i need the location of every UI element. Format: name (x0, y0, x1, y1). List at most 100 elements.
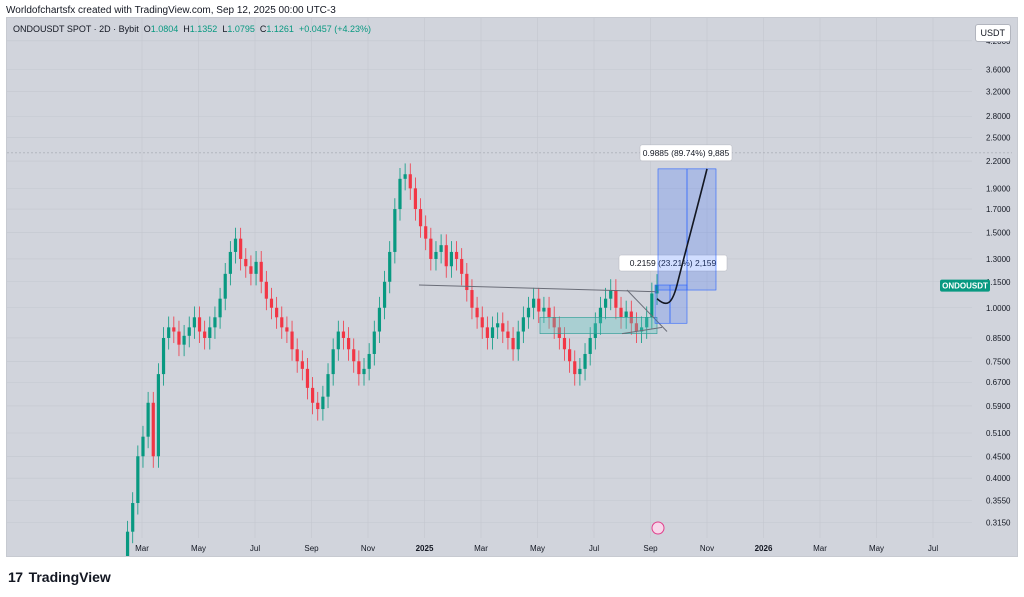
y-tick-label: 0.6700 (986, 378, 1011, 387)
low-value: 1.0795 (227, 24, 255, 34)
candle-body (367, 353, 371, 369)
y-tick-label: 2.5000 (986, 133, 1011, 142)
candle-body (429, 238, 433, 259)
candle-body (578, 368, 582, 375)
x-tick-label: Jul (589, 544, 599, 553)
candle-body (619, 307, 623, 318)
candle-body (331, 349, 335, 375)
candle-body (634, 323, 639, 332)
candle-body (352, 349, 356, 362)
y-tick-label: 3.6000 (986, 66, 1011, 75)
event-icon (651, 521, 665, 535)
change-value: +0.0457 (+4.23%) (298, 24, 371, 34)
candle-body (141, 436, 145, 457)
candle-body (480, 317, 484, 328)
candle-body (136, 456, 140, 504)
candle-body (439, 245, 443, 252)
candle-body (398, 178, 402, 210)
candle-body (639, 327, 644, 332)
candle-body (295, 349, 299, 362)
x-tick-label: Mar (474, 544, 488, 553)
y-tick-label: 2.8000 (986, 112, 1011, 121)
candle-body (624, 311, 628, 318)
candle-body (470, 290, 474, 308)
currency-badge[interactable]: USDT (974, 24, 1011, 42)
candle-body (269, 298, 274, 308)
candle-body (290, 331, 294, 350)
candle-body (197, 317, 202, 332)
range-box (654, 284, 688, 324)
symbol-label: ONDOUSDT SPOT · 2D · Bybit (13, 24, 139, 34)
candle-body (346, 337, 351, 350)
x-tick-label: May (191, 544, 206, 553)
candle-body (305, 368, 310, 388)
y-tick-label: 0.5900 (986, 402, 1011, 411)
candle-body (655, 285, 659, 294)
candle-body (475, 307, 479, 318)
candle-body (562, 337, 567, 350)
current-price-tag (940, 279, 990, 292)
x-tick-label: May (530, 544, 545, 553)
price-chart[interactable]: 4.20003.60003.20002.80002.50002.20001.90… (7, 18, 1017, 556)
candle-body (393, 209, 397, 252)
candle-body (557, 327, 561, 338)
x-tick-label: 2025 (416, 544, 434, 553)
candle-body (598, 307, 603, 324)
ohlc-legend: ONDOUSDT SPOT · 2D · Bybit O1.0804 H1.13… (13, 24, 371, 34)
candle-body (547, 307, 551, 318)
current-price-label: ONDOUSDT (942, 282, 988, 291)
candle-body (552, 317, 556, 328)
support-zone (539, 316, 658, 334)
chart-header-title: Worldofchartsfx created with TradingView… (6, 5, 336, 16)
candle-body (382, 281, 387, 308)
close-value: 1.1261 (266, 24, 294, 34)
target-label-box (639, 144, 733, 162)
candle-body (434, 251, 438, 259)
x-tick-label: Sep (304, 544, 319, 553)
candle-body (609, 290, 613, 299)
candle-body (218, 298, 222, 318)
candle-body (285, 327, 289, 332)
candle-body (326, 374, 330, 397)
candle-body (506, 331, 510, 338)
candle-body (454, 251, 459, 259)
candle-body (650, 293, 654, 318)
x-tick-label: Jul (250, 544, 260, 553)
y-tick-label: 1.1500 (986, 278, 1011, 287)
candle-body (156, 374, 161, 457)
y-tick-label: 0.4500 (986, 452, 1011, 461)
candle-body (146, 402, 150, 437)
candle-body (496, 323, 500, 328)
y-tick-label: 0.8500 (986, 334, 1011, 343)
candle-body (131, 503, 135, 532)
projected-path (656, 168, 708, 305)
candle-body (614, 290, 618, 308)
candle-body (444, 245, 448, 267)
candle-body (249, 266, 253, 274)
candle-body (465, 273, 469, 291)
candle-body (516, 331, 520, 350)
candle-body (413, 188, 418, 210)
x-tick-label: Nov (700, 544, 714, 553)
y-tick-label: 3.2000 (986, 87, 1011, 96)
footer-brand: TradingView (28, 569, 111, 585)
candle-body (244, 258, 248, 267)
candle-body (449, 251, 453, 267)
candle-body (336, 331, 340, 350)
candle-body (316, 402, 320, 410)
candle-body (501, 323, 505, 332)
candle-body (542, 307, 546, 312)
chart-area[interactable]: 4.20003.60003.20002.80002.50002.20001.90… (6, 17, 1018, 557)
candle-body (182, 335, 186, 345)
range-label: 0.2159 (23.21%) 2,159 (630, 258, 717, 268)
x-tick-label: Mar (135, 544, 149, 553)
x-tick-label: Sep (643, 544, 658, 553)
candle-body (460, 258, 464, 274)
x-tick-label: May (869, 544, 884, 553)
candle-body (408, 174, 412, 189)
candle-body (228, 251, 232, 274)
footer: 17 TradingView (8, 568, 111, 586)
y-tick-label: 1.3000 (986, 255, 1011, 264)
x-tick-label: Jul (928, 544, 938, 553)
x-tick-label: Mar (813, 544, 827, 553)
